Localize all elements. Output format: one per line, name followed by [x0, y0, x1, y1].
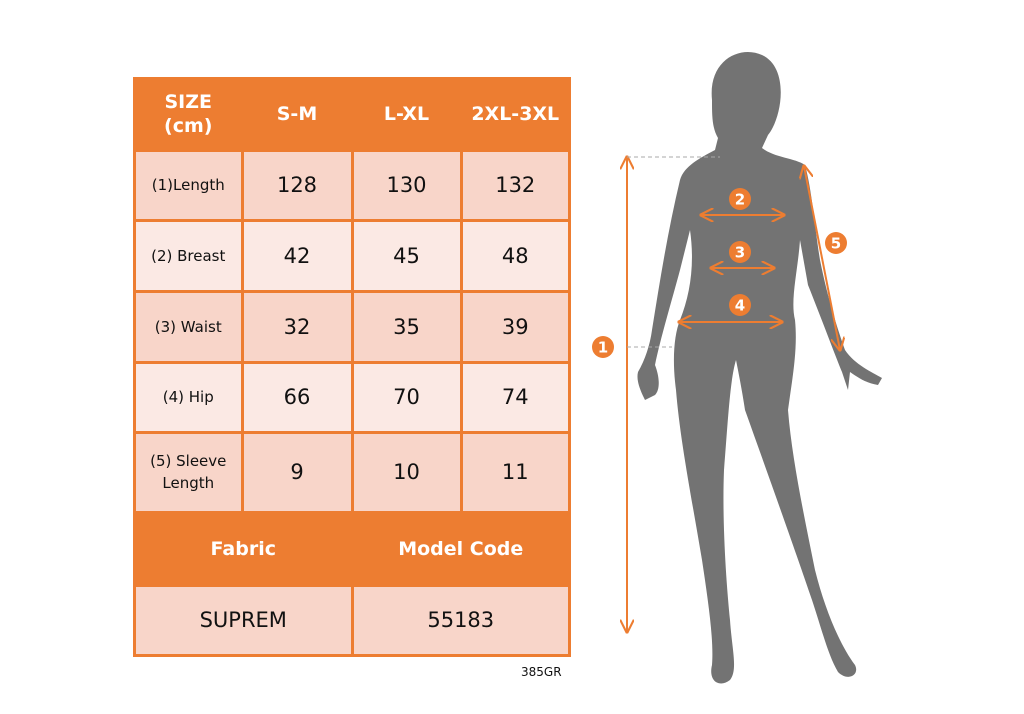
- marker-circle: [729, 241, 751, 263]
- measurement-value: 32: [243, 292, 351, 361]
- measurement-label: (3) Waist: [136, 292, 241, 361]
- size-header: L-XL: [383, 103, 430, 126]
- measurement-label: (4) Hip: [136, 363, 241, 431]
- measurement-value: 132: [462, 151, 568, 219]
- product-code: 385GR: [521, 665, 562, 679]
- marker-number: 4: [735, 297, 745, 315]
- model-code-value: 55183: [353, 586, 568, 654]
- measurement-marker-3: 3: [729, 241, 751, 263]
- measurement-value: 70: [353, 363, 460, 431]
- measurement-value: 45: [353, 221, 460, 290]
- measurement-value: 74: [462, 363, 568, 431]
- measurement-label: (2) Breast: [136, 221, 241, 290]
- measurement-marker-5: 5: [825, 232, 847, 254]
- marker-number: 3: [735, 244, 745, 262]
- measurement-value: 48: [462, 221, 568, 290]
- marker-circle: [592, 336, 614, 358]
- marker-number: 1: [598, 339, 608, 357]
- measurement-value: 128: [243, 151, 351, 219]
- measurement-marker-2: 2: [729, 188, 751, 210]
- size-cm-header: SIZE (cm): [164, 91, 213, 138]
- size-header: S-M: [276, 103, 318, 126]
- measurement-marker-4: 4: [729, 294, 751, 316]
- fabric-header: Fabric: [210, 537, 276, 560]
- measurement-value: 10: [353, 433, 460, 511]
- measurement-value: 9: [243, 433, 351, 511]
- size-chart-table: SIZE (cm) S-M L-XL 2XL-3XL (1)Length 128 130 13…: [133, 77, 571, 657]
- measurement-marker-1: 1: [592, 336, 614, 358]
- model-code-header: Model Code: [398, 537, 524, 560]
- measurement-value: 35: [353, 292, 460, 361]
- marker-circle: [729, 188, 751, 210]
- marker-circle: [825, 232, 847, 254]
- measurement-value: 66: [243, 363, 351, 431]
- measurement-value: 39: [462, 292, 568, 361]
- measurement-label: (5) Sleeve Length: [136, 433, 241, 511]
- measurement-label: (1)Length: [136, 151, 241, 219]
- marker-circle: [729, 294, 751, 316]
- fabric-value: SUPREM: [136, 586, 351, 654]
- size-header: 2XL-3XL: [471, 103, 560, 126]
- measurement-value: 11: [462, 433, 568, 511]
- measurement-value: 130: [353, 151, 460, 219]
- marker-number: 5: [831, 235, 841, 253]
- marker-number: 2: [735, 191, 745, 209]
- woman-silhouette: [637, 52, 882, 684]
- measurement-value: 42: [243, 221, 351, 290]
- sleeve-arrow: [804, 166, 840, 350]
